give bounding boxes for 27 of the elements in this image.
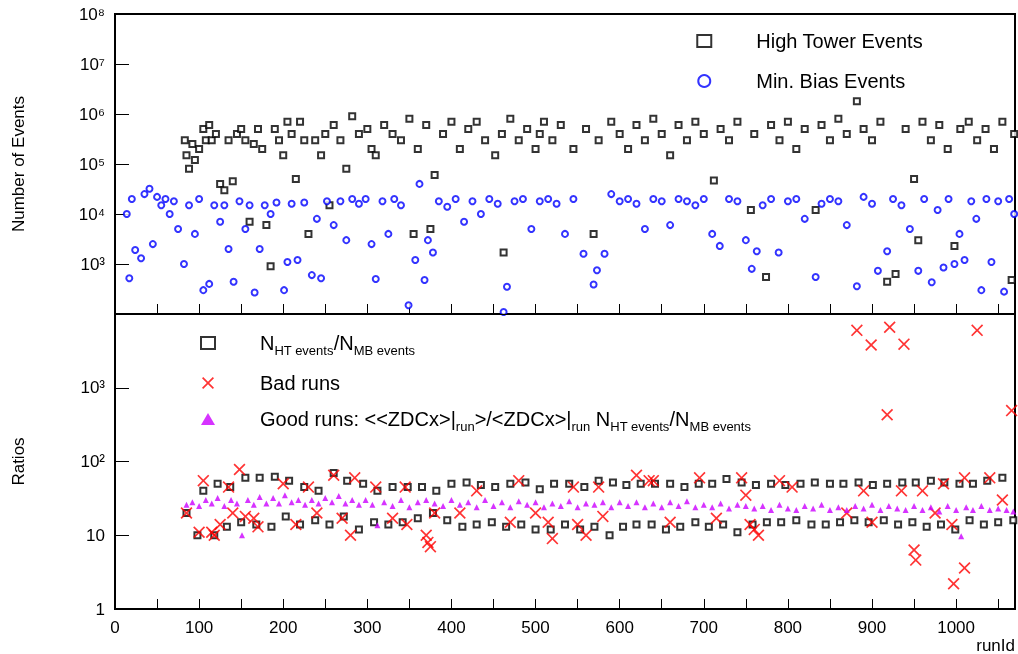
x-tick-label: 0 xyxy=(110,618,120,637)
x-tick-label: 400 xyxy=(437,618,466,637)
y-tick-label: 1 xyxy=(95,599,105,619)
y-tick-label: 10⁷ xyxy=(79,54,105,74)
x-tick-label: 700 xyxy=(689,618,718,637)
x-tick-label: 300 xyxy=(353,618,382,637)
y-axis-title: Number of Events xyxy=(9,95,28,233)
x-tick-label: 800 xyxy=(773,618,803,637)
legend-label: Bad runs xyxy=(260,372,341,394)
x-tick-label: 100 xyxy=(184,618,214,637)
y-axis-title: Ratios xyxy=(9,437,28,486)
legend-label: High Tower Events xyxy=(756,30,923,52)
x-tick-label: 900 xyxy=(857,618,887,637)
x-axis-title: runId xyxy=(976,636,1015,654)
x-tick-label: 1000 xyxy=(937,618,976,637)
y-tick-label: 10³ xyxy=(80,378,106,398)
y-tick-label: 10² xyxy=(80,452,106,471)
y-tick-label: 10⁸ xyxy=(78,4,105,24)
y-tick-label: 10³ xyxy=(80,254,106,274)
y-tick-label: 10⁶ xyxy=(79,104,105,124)
x-tick-label: 500 xyxy=(521,618,550,637)
x-tick-label: 600 xyxy=(605,618,634,637)
y-tick-label: 10 xyxy=(86,525,105,545)
legend-label: Min. Bias Events xyxy=(756,70,906,92)
y-tick-label: 10⁴ xyxy=(78,204,105,224)
x-tick-label: 200 xyxy=(269,618,298,637)
y-tick-label: 10⁵ xyxy=(79,154,105,174)
